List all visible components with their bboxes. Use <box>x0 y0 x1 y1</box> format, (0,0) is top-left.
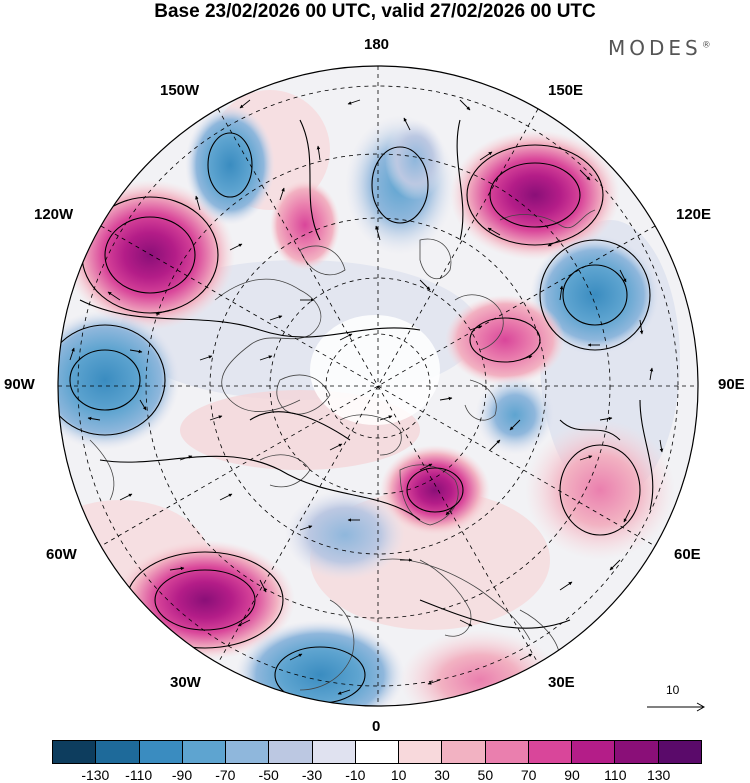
streamlines <box>58 119 654 704</box>
colorbar-tick-label: 30 <box>434 767 450 783</box>
polar-white-area <box>310 315 440 425</box>
anomaly-low-east-siberia <box>530 235 660 355</box>
colorbar-tick-label: 110 <box>604 767 627 783</box>
colorbar-tick-label: 130 <box>646 767 671 783</box>
anomaly-high-alaska-gulf <box>65 180 235 330</box>
colorbar-tick-label: 10 <box>390 767 407 783</box>
lon-label-150w: 150W <box>160 82 200 99</box>
anomaly-high-central-siberia <box>445 295 565 385</box>
colorbar-tick-label: -30 <box>301 767 323 783</box>
anomaly-high-central-asia <box>525 420 675 560</box>
anomaly-low-north-canada <box>185 105 275 225</box>
colorbar-tick-label: -70 <box>215 767 236 783</box>
colorbar-swatch <box>615 741 659 763</box>
coastlines <box>89 209 596 696</box>
lon-label-30e: 30E <box>548 674 575 691</box>
anomaly-low-europe <box>285 490 405 580</box>
colorbar-swatch <box>226 741 270 763</box>
lon-label-60e: 60E <box>674 546 701 563</box>
colorbar-swatch <box>182 741 227 763</box>
lon-label-120e: 120E <box>676 206 712 223</box>
colorbar-swatch <box>442 741 486 763</box>
anomaly-high-pacific-ridge <box>270 180 340 270</box>
colorbar-swatch <box>572 741 616 763</box>
colorbar-tick-label: 70 <box>520 767 537 783</box>
colorbar-swatch <box>139 741 183 763</box>
colorbar-swatch <box>399 741 443 763</box>
anomaly-high-mediterranean <box>400 630 560 706</box>
lon-label-150e: 150E <box>548 82 584 99</box>
wind-arrows <box>69 99 664 695</box>
lon-label-90w: 90W <box>4 376 35 393</box>
colorbar-swatch <box>53 741 97 763</box>
anomaly-low-north-atlantic <box>58 310 180 450</box>
wind-scale-label: 10 <box>666 683 680 697</box>
lon-label-90e: 90E <box>718 376 745 393</box>
colorbar-tick-label: -50 <box>258 767 279 783</box>
colorbar-tick-label: 50 <box>477 767 494 783</box>
colorbar-swatch <box>528 741 573 763</box>
colorbar-tick-label: -110 <box>125 767 153 783</box>
colorbar-tick-label: -10 <box>345 767 366 783</box>
colorbar-swatch <box>96 741 140 763</box>
colorbar-swatch <box>355 741 400 763</box>
wind-scale-arrow <box>647 702 706 712</box>
lon-label-120w: 120W <box>34 206 74 223</box>
colorbar <box>52 740 702 764</box>
colorbar-tick-label: 90 <box>564 767 580 783</box>
colorbar-tick-label: -90 <box>171 767 193 783</box>
lon-label-180: 180 <box>364 36 390 53</box>
modes-logo: MODES® <box>608 36 715 60</box>
colorbar-swatch <box>658 741 701 763</box>
map-title: Base 23/02/2026 00 UTC, valid 27/02/2026… <box>154 1 596 22</box>
colorbar-tick-label: -130 <box>81 767 110 783</box>
anomaly-low-atlantic-south <box>235 620 405 706</box>
anomaly-low-bering <box>385 120 445 200</box>
map-boundary <box>57 65 699 707</box>
anomaly-high-west-pacific <box>450 130 620 260</box>
colorbar-swatch <box>269 741 313 763</box>
colorbar-swatch <box>485 741 529 763</box>
colorbar-swatch <box>312 741 356 763</box>
lon-label-30w: 30W <box>170 674 201 691</box>
lon-label-60w: 60W <box>46 546 77 563</box>
lon-label-0: 0 <box>372 718 381 735</box>
anomaly-low-west-siberia <box>475 375 555 455</box>
